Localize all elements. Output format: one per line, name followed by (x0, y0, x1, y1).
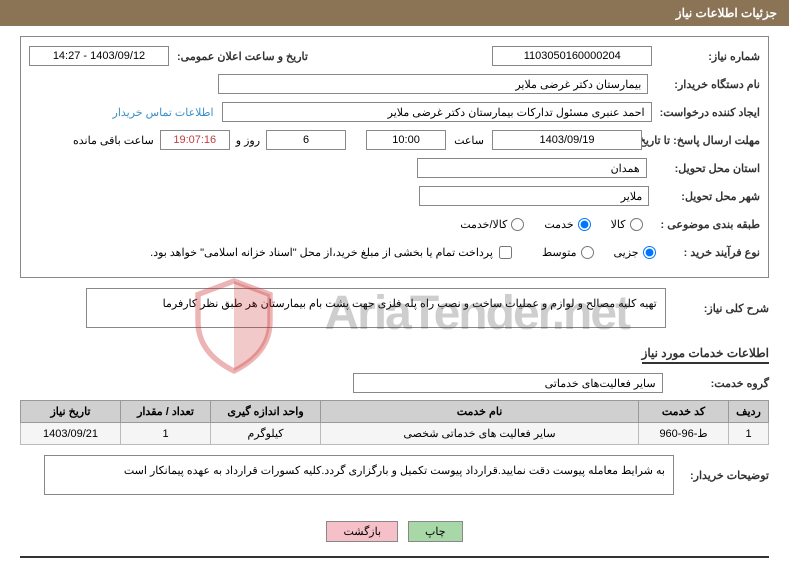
purchase-type-label: نوع فرآیند خرید : (684, 246, 760, 259)
cell-row: 1 (729, 423, 769, 445)
cat-goods-radio[interactable]: کالا (611, 218, 643, 231)
service-group-label: گروه خدمت: (711, 377, 769, 390)
province-label: استان محل تحویل: (675, 162, 760, 175)
city-label: شهر محل تحویل: (681, 190, 760, 203)
payment-checkbox (499, 246, 512, 259)
category-label: طبقه بندی موضوعی : (661, 218, 760, 231)
contact-link[interactable]: اطلاعات تماس خریدار (113, 106, 214, 119)
services-info-title: اطلاعات خدمات مورد نیاز (20, 346, 769, 364)
cell-date: 1403/09/21 (21, 423, 121, 445)
table-row: 1 ط-96-960 سایر فعالیت های خدماتی شخصی ک… (21, 423, 769, 445)
page-header: جزئیات اطلاعات نیاز (0, 0, 789, 26)
deadline-label: مهلت ارسال پاسخ: تا تاریخ: (650, 134, 760, 147)
th-row: ردیف (729, 401, 769, 423)
content-area: AriaTender.net شماره نیاز: 1103050160000… (0, 26, 789, 568)
buyer-org-label: نام دستگاه خریدار: (674, 78, 760, 91)
bottom-divider (20, 556, 769, 558)
cell-qty: 1 (121, 423, 211, 445)
city-field: ملایر (419, 186, 649, 206)
cat-service-radio[interactable]: خدمت (544, 218, 590, 231)
days-label: روز و (236, 134, 260, 147)
cell-code: ط-96-960 (639, 423, 729, 445)
buyer-notes-box: به شرایط معامله پیوست دقت نمایید.قرارداد… (44, 455, 674, 495)
announce-label: تاریخ و ساعت اعلان عمومی: (177, 50, 308, 63)
services-table: ردیف کد خدمت نام خدمت واحد اندازه گیری ت… (20, 400, 769, 445)
service-group-field: سایر فعالیت‌های خدماتی (353, 373, 663, 393)
cell-name: سایر فعالیت های خدماتی شخصی (321, 423, 639, 445)
requester-field: احمد عنبری مسئول تدارکات بیمارستان دکتر … (222, 102, 652, 122)
requester-label: ایجاد کننده درخواست: (660, 106, 760, 119)
th-unit: واحد اندازه گیری (211, 401, 321, 423)
cat-goods-service-radio[interactable]: کالا/خدمت (460, 218, 524, 231)
need-number-field: 1103050160000204 (492, 46, 652, 66)
payment-note: پرداخت تمام یا بخشی از مبلغ خرید،از محل … (150, 246, 493, 259)
th-qty: تعداد / مقدار (121, 401, 211, 423)
type-medium-radio[interactable]: متوسط (542, 246, 594, 259)
header-title: جزئیات اطلاعات نیاز (676, 6, 777, 20)
back-button[interactable]: بازگشت (326, 521, 398, 542)
buyer-notes-label: توضیحات خریدار: (690, 469, 769, 482)
countdown-field: 19:07:16 (160, 130, 230, 150)
buyer-org-field: بیمارستان دکتر غرضی ملایر (218, 74, 648, 94)
announce-field: 1403/09/12 - 14:27 (29, 46, 169, 66)
form-section: شماره نیاز: 1103050160000204 تاریخ و ساع… (20, 36, 769, 278)
general-desc-label: شرح کلی نیاز: (704, 302, 769, 315)
print-button[interactable]: چاپ (408, 521, 463, 542)
th-date: تاریخ نیاز (21, 401, 121, 423)
general-desc-box: تهیه کلیه مصالح و لوازم و عملیات ساخت و … (86, 288, 666, 328)
remaining-label: ساعت باقی مانده (73, 134, 154, 147)
time-label: ساعت (454, 134, 484, 147)
need-number-label: شماره نیاز: (708, 50, 760, 63)
province-field: همدان (417, 158, 647, 178)
th-name: نام خدمت (321, 401, 639, 423)
cell-unit: کیلوگرم (211, 423, 321, 445)
th-code: کد خدمت (639, 401, 729, 423)
payment-checkbox-row[interactable]: پرداخت تمام یا بخشی از مبلغ خرید،از محل … (150, 246, 512, 259)
days-field: 6 (266, 130, 346, 150)
type-partial-radio[interactable]: جزیی (614, 246, 656, 259)
deadline-date-field: 1403/09/19 (492, 130, 642, 150)
deadline-time-field: 10:00 (366, 130, 446, 150)
button-bar: چاپ بازگشت (20, 511, 769, 552)
